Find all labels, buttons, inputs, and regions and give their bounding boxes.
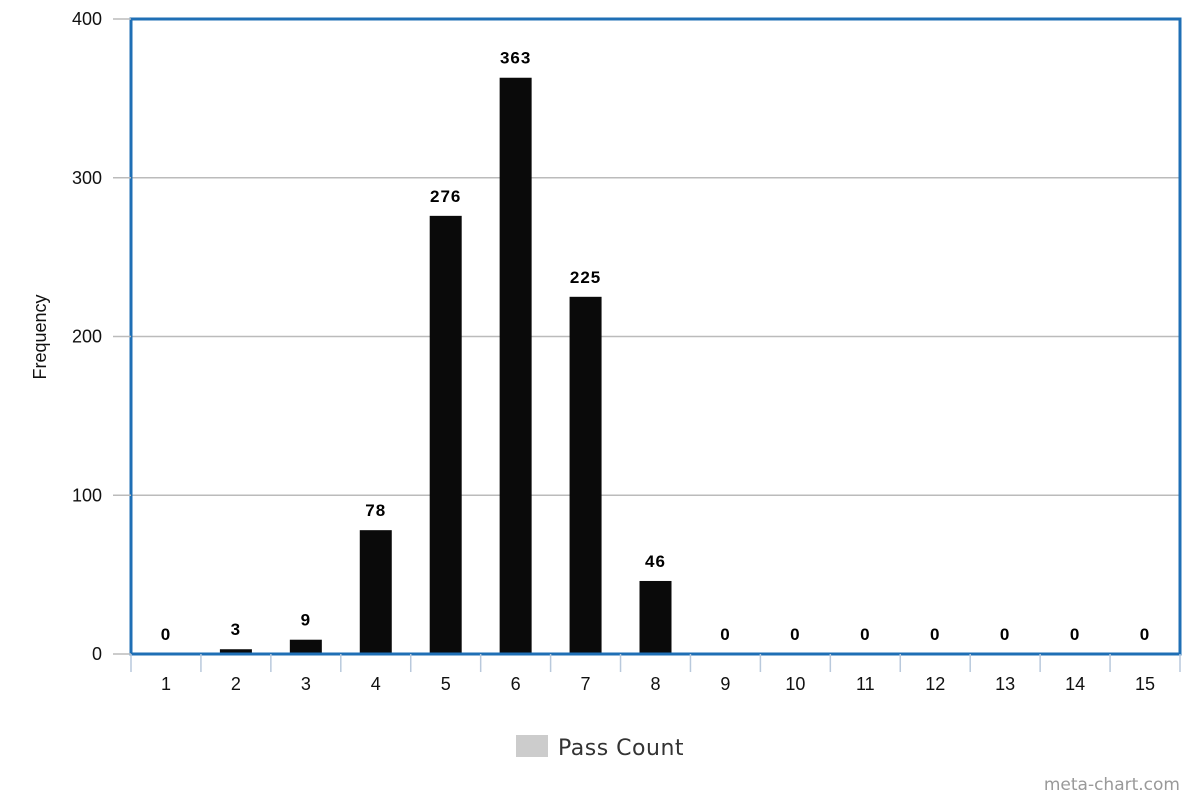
legend-swatch <box>516 735 548 757</box>
data-label: 0 <box>1140 625 1150 644</box>
gridlines <box>131 177 1180 496</box>
data-label: 276 <box>430 187 461 206</box>
data-label: 0 <box>720 625 730 644</box>
x-tick-label: 11 <box>856 674 875 694</box>
data-label: 0 <box>930 625 940 644</box>
y-tick-label: 300 <box>72 168 102 188</box>
x-tick-label: 2 <box>231 674 241 694</box>
y-axis-title: Frequency <box>30 294 50 379</box>
bar[interactable] <box>499 77 532 655</box>
data-label: 9 <box>301 611 311 630</box>
x-tick-label: 12 <box>925 674 945 694</box>
x-tick-label: 3 <box>301 674 311 694</box>
x-axis-ticks: 1 2 3 4 5 6 7 8 9 10 11 12 13 14 15 <box>130 654 1181 694</box>
x-tick-label: 4 <box>371 674 381 694</box>
x-tick-label: 15 <box>1135 674 1155 694</box>
x-tick-label: 5 <box>441 674 451 694</box>
bar[interactable] <box>429 215 462 654</box>
bars <box>219 77 672 655</box>
data-label: 3 <box>231 620 241 639</box>
y-tick-label: 0 <box>92 644 102 664</box>
x-tick-label: 6 <box>511 674 521 694</box>
x-tick-label: 14 <box>1065 674 1085 694</box>
x-tick-label: 9 <box>720 674 730 694</box>
x-tick-label: 1 <box>161 674 171 694</box>
y-axis-ticks: 0 100 200 300 400 <box>72 9 131 664</box>
data-label: 0 <box>1000 625 1010 644</box>
legend[interactable]: Pass Count <box>516 735 684 761</box>
credit-text[interactable]: meta-chart.com <box>1044 775 1180 795</box>
y-tick-label: 100 <box>72 485 102 505</box>
bar[interactable] <box>639 580 672 654</box>
data-label: 78 <box>365 501 386 520</box>
y-tick-label: 400 <box>72 9 102 29</box>
x-tick-label: 7 <box>581 674 591 694</box>
data-label: 363 <box>500 49 531 68</box>
x-tick-label: 10 <box>785 674 805 694</box>
bar[interactable] <box>569 296 602 654</box>
x-tick-label: 8 <box>650 674 660 694</box>
data-label: 0 <box>1070 625 1080 644</box>
bar[interactable] <box>289 639 322 654</box>
x-tick-label: 13 <box>995 674 1015 694</box>
bar[interactable] <box>219 649 252 654</box>
data-label: 0 <box>790 625 800 644</box>
data-label: 225 <box>570 268 601 287</box>
bar[interactable] <box>359 530 392 654</box>
data-label: 0 <box>161 625 171 644</box>
y-tick-label: 200 <box>72 327 102 347</box>
data-label: 0 <box>860 625 870 644</box>
legend-label: Pass Count <box>558 736 684 761</box>
data-label: 46 <box>645 552 666 571</box>
